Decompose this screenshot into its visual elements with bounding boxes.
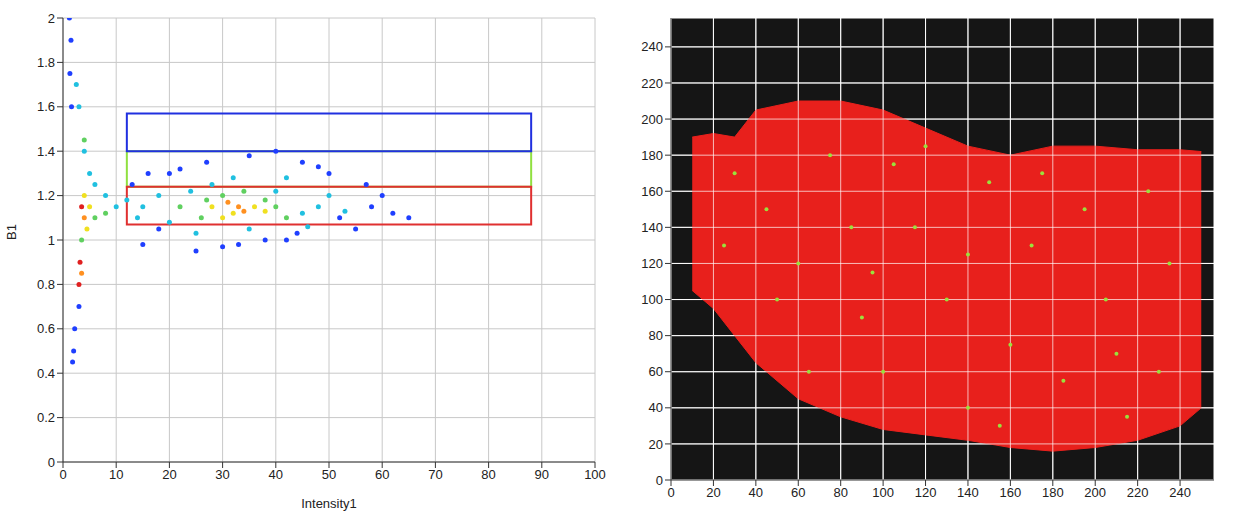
svg-text:50: 50 [322,467,336,482]
svg-text:200: 200 [641,112,663,127]
svg-text:220: 220 [641,76,663,91]
svg-text:160: 160 [641,184,663,199]
svg-text:160: 160 [1000,485,1022,500]
svg-text:2: 2 [48,11,55,26]
svg-text:20: 20 [706,485,720,500]
svg-text:0: 0 [656,473,663,488]
svg-text:B1: B1 [4,224,19,240]
svg-text:60: 60 [375,467,389,482]
svg-text:Intensity1: Intensity1 [301,496,357,511]
svg-text:120: 120 [641,256,663,271]
svg-text:20: 20 [162,467,176,482]
svg-text:1.8: 1.8 [37,55,55,70]
svg-text:80: 80 [833,485,847,500]
svg-text:60: 60 [791,485,805,500]
svg-text:100: 100 [872,485,894,500]
svg-text:40: 40 [269,467,283,482]
svg-text:100: 100 [584,467,606,482]
svg-text:0: 0 [48,455,55,470]
svg-text:10: 10 [109,467,123,482]
svg-text:200: 200 [1084,485,1106,500]
svg-text:90: 90 [535,467,549,482]
svg-text:240: 240 [641,39,663,54]
svg-text:240: 240 [1169,485,1191,500]
svg-text:60: 60 [649,364,663,379]
svg-text:180: 180 [641,148,663,163]
svg-text:20: 20 [649,437,663,452]
svg-text:140: 140 [641,220,663,235]
svg-text:180: 180 [1042,485,1064,500]
svg-text:0.2: 0.2 [37,410,55,425]
svg-text:100: 100 [641,292,663,307]
svg-text:1.6: 1.6 [37,99,55,114]
svg-text:70: 70 [428,467,442,482]
svg-text:80: 80 [481,467,495,482]
svg-text:0: 0 [667,485,674,500]
svg-text:30: 30 [215,467,229,482]
svg-text:0.4: 0.4 [37,366,55,381]
svg-text:0.8: 0.8 [37,277,55,292]
svg-text:1.4: 1.4 [37,144,55,159]
svg-text:0: 0 [59,467,66,482]
svg-text:40: 40 [649,400,663,415]
svg-text:1: 1 [48,233,55,248]
svg-text:220: 220 [1127,485,1149,500]
svg-text:140: 140 [957,485,979,500]
svg-text:1.2: 1.2 [37,188,55,203]
svg-text:80: 80 [649,328,663,343]
svg-text:40: 40 [749,485,763,500]
svg-text:120: 120 [915,485,937,500]
svg-text:0.6: 0.6 [37,321,55,336]
